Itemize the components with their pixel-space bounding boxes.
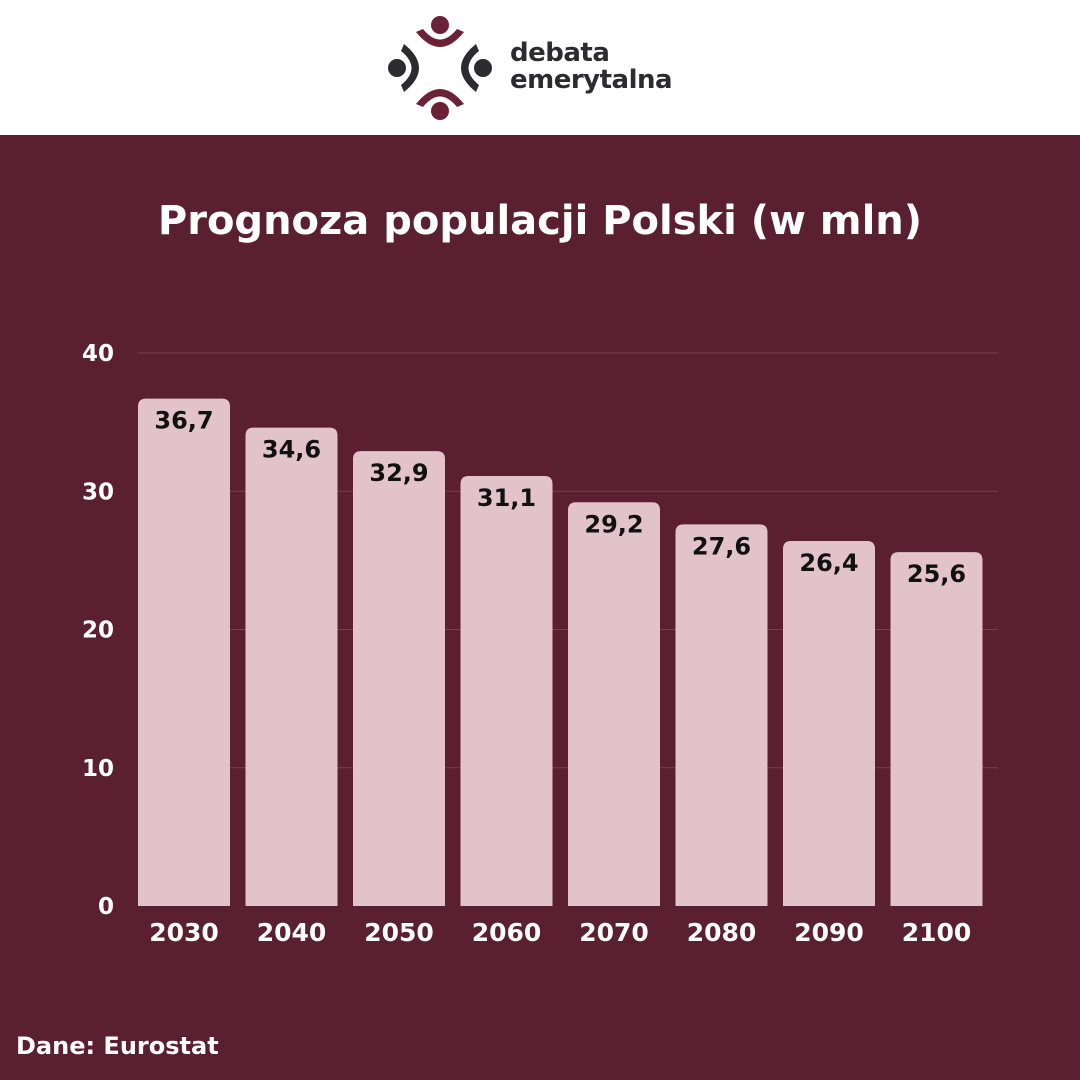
bar-2060 bbox=[460, 476, 553, 906]
bar-2040 bbox=[245, 427, 338, 906]
chart-title: Prognoza populacji Polski (w mln) bbox=[157, 198, 923, 244]
data-label-2080: 27,6 bbox=[692, 532, 751, 560]
data-label-2040: 34,6 bbox=[262, 436, 321, 464]
bar-2100 bbox=[890, 552, 983, 906]
x-tick-label-2080: 2080 bbox=[687, 918, 757, 947]
bar-2090 bbox=[783, 541, 875, 906]
bar-2050 bbox=[353, 451, 445, 906]
y-tick-label: 0 bbox=[98, 894, 114, 920]
x-tick-label-2100: 2100 bbox=[902, 918, 972, 947]
logo-wordmark: debata emerytalna bbox=[510, 38, 673, 95]
y-tick-label: 10 bbox=[82, 756, 114, 782]
x-axis-ticks: 2030 2040 2050 2060 2070 2080 2090 2100 bbox=[149, 918, 971, 947]
bar-2080 bbox=[675, 524, 768, 906]
data-label-2100: 25,6 bbox=[907, 560, 966, 588]
y-tick-label: 30 bbox=[82, 479, 114, 505]
y-tick-label: 40 bbox=[82, 341, 114, 367]
bar-2030 bbox=[138, 398, 230, 906]
data-label-2090: 26,4 bbox=[799, 549, 858, 577]
logo-line-1: debata bbox=[510, 38, 610, 68]
x-tick-label-2030: 2030 bbox=[149, 918, 219, 947]
data-label-2050: 32,9 bbox=[369, 459, 428, 487]
bar-2070 bbox=[568, 502, 660, 906]
x-tick-label-2040: 2040 bbox=[257, 918, 327, 947]
x-tick-label-2070: 2070 bbox=[579, 918, 649, 947]
header-bar: debata emerytalna bbox=[0, 0, 1080, 135]
debata-emerytalna-logo-icon bbox=[388, 16, 492, 120]
data-labels: 36,7 34,6 32,9 31,1 29,2 27,6 26,4 25,6 bbox=[154, 407, 966, 588]
data-label-2070: 29,2 bbox=[584, 510, 643, 538]
source-note: Dane: Eurostat bbox=[16, 1032, 219, 1060]
data-label-2060: 31,1 bbox=[477, 484, 536, 512]
y-tick-label: 20 bbox=[82, 618, 114, 644]
x-tick-label-2060: 2060 bbox=[472, 918, 542, 947]
logo-line-2: emerytalna bbox=[510, 65, 673, 95]
x-tick-label-2050: 2050 bbox=[364, 918, 434, 947]
data-label-2030: 36,7 bbox=[154, 407, 213, 435]
y-axis-ticks: 0 10 20 30 40 bbox=[82, 341, 114, 920]
x-tick-label-2090: 2090 bbox=[794, 918, 864, 947]
bars bbox=[138, 398, 983, 906]
